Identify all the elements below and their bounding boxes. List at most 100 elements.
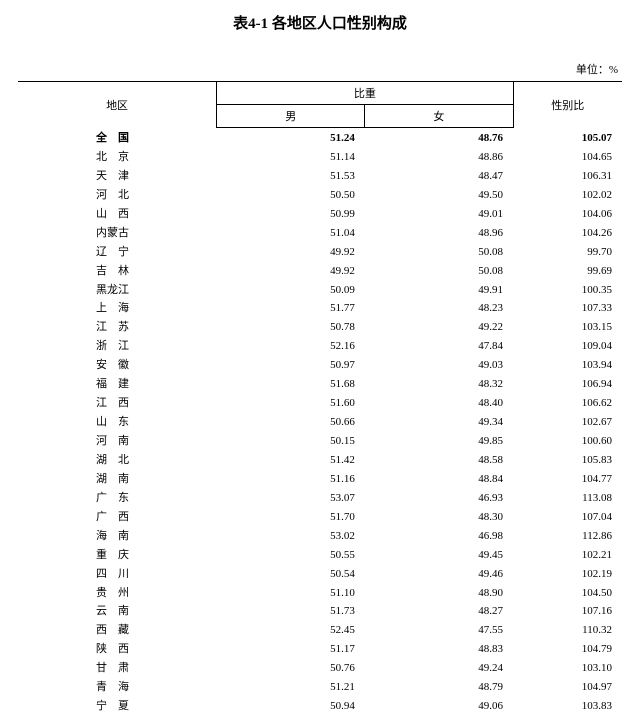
region-cell: 黑龙江: [18, 281, 217, 300]
male-cell: 50.55: [217, 546, 365, 565]
table-row: 福 建51.6848.32106.94: [18, 376, 622, 395]
female-cell: 48.86: [365, 148, 513, 167]
ratio-cell: 100.60: [513, 433, 622, 452]
table-row: 贵 州51.1048.90104.50: [18, 584, 622, 603]
ratio-cell: 100.35: [513, 281, 622, 300]
male-cell: 51.17: [217, 641, 365, 660]
table-row: 湖 南51.1648.84104.77: [18, 470, 622, 489]
region-cell: 河 南: [18, 433, 217, 452]
male-cell: 50.94: [217, 698, 365, 717]
female-cell: 48.79: [365, 679, 513, 698]
region-cell: 江 西: [18, 395, 217, 414]
table-row: 四 川50.5449.46102.19: [18, 565, 622, 584]
ratio-cell: 107.33: [513, 300, 622, 319]
female-cell: 48.96: [365, 224, 513, 243]
table-row: 黑龙江50.0949.91100.35: [18, 281, 622, 300]
female-cell: 49.91: [365, 281, 513, 300]
female-cell: 49.46: [365, 565, 513, 584]
male-cell: 51.14: [217, 148, 365, 167]
female-cell: 48.84: [365, 470, 513, 489]
female-cell: 49.50: [365, 186, 513, 205]
male-cell: 51.68: [217, 376, 365, 395]
region-cell: 浙 江: [18, 338, 217, 357]
ratio-cell: 106.31: [513, 167, 622, 186]
female-cell: 49.85: [365, 433, 513, 452]
table-row: 辽 宁49.9250.0899.70: [18, 243, 622, 262]
ratio-cell: 106.94: [513, 376, 622, 395]
male-cell: 50.97: [217, 357, 365, 376]
region-cell: 辽 宁: [18, 243, 217, 262]
female-cell: 49.03: [365, 357, 513, 376]
male-cell: 51.60: [217, 395, 365, 414]
region-cell: 安 徽: [18, 357, 217, 376]
female-cell: 48.23: [365, 300, 513, 319]
female-cell: 49.45: [365, 546, 513, 565]
female-cell: 48.27: [365, 603, 513, 622]
female-cell: 49.34: [365, 414, 513, 433]
ratio-cell: 103.83: [513, 698, 622, 717]
region-cell: 西 藏: [18, 622, 217, 641]
region-cell: 青 海: [18, 679, 217, 698]
header-female: 女: [365, 105, 513, 128]
region-cell: 陕 西: [18, 641, 217, 660]
female-cell: 48.40: [365, 395, 513, 414]
male-cell: 53.07: [217, 489, 365, 508]
ratio-cell: 104.97: [513, 679, 622, 698]
region-cell: 北 京: [18, 148, 217, 167]
region-cell: 上 海: [18, 300, 217, 319]
region-cell: 云 南: [18, 603, 217, 622]
header-ratio: 性别比: [513, 82, 622, 128]
female-cell: 48.58: [365, 451, 513, 470]
ratio-cell: 102.67: [513, 414, 622, 433]
male-cell: 51.73: [217, 603, 365, 622]
male-cell: 50.15: [217, 433, 365, 452]
table-row: 河 北50.5049.50102.02: [18, 186, 622, 205]
male-cell: 50.99: [217, 205, 365, 224]
ratio-cell: 103.94: [513, 357, 622, 376]
ratio-cell: 105.83: [513, 451, 622, 470]
male-cell: 51.42: [217, 451, 365, 470]
ratio-cell: 104.77: [513, 470, 622, 489]
table-row: 北 京51.1448.86104.65: [18, 148, 622, 167]
female-cell: 48.32: [365, 376, 513, 395]
female-cell: 47.84: [365, 338, 513, 357]
male-cell: 50.66: [217, 414, 365, 433]
table-row: 河 南50.1549.85100.60: [18, 433, 622, 452]
table-header: 地区 比重 性别比 男 女: [18, 82, 622, 128]
region-cell: 甘 肃: [18, 660, 217, 679]
female-cell: 48.90: [365, 584, 513, 603]
female-cell: 46.98: [365, 527, 513, 546]
male-cell: 50.50: [217, 186, 365, 205]
table-row: 陕 西51.1748.83104.79: [18, 641, 622, 660]
table-row: 吉 林49.9250.0899.69: [18, 262, 622, 281]
unit-label: 单位：%: [18, 61, 622, 77]
table-body: 全 国51.2448.76105.07北 京51.1448.86104.65天 …: [18, 128, 622, 717]
table-row: 青 海51.2148.79104.97: [18, 679, 622, 698]
region-cell: 四 川: [18, 565, 217, 584]
male-cell: 51.70: [217, 508, 365, 527]
table-row: 天 津51.5348.47106.31: [18, 167, 622, 186]
ratio-cell: 102.02: [513, 186, 622, 205]
region-cell: 内蒙古: [18, 224, 217, 243]
female-cell: 49.24: [365, 660, 513, 679]
ratio-cell: 104.79: [513, 641, 622, 660]
header-region: 地区: [18, 82, 217, 128]
table-row: 西 藏52.4547.55110.32: [18, 622, 622, 641]
male-cell: 49.92: [217, 262, 365, 281]
table-row: 全 国51.2448.76105.07: [18, 128, 622, 149]
ratio-cell: 104.50: [513, 584, 622, 603]
female-cell: 48.76: [365, 128, 513, 149]
region-cell: 山 东: [18, 414, 217, 433]
ratio-cell: 107.16: [513, 603, 622, 622]
ratio-cell: 99.70: [513, 243, 622, 262]
male-cell: 53.02: [217, 527, 365, 546]
male-cell: 50.78: [217, 319, 365, 338]
male-cell: 51.24: [217, 128, 365, 149]
male-cell: 51.53: [217, 167, 365, 186]
ratio-cell: 99.69: [513, 262, 622, 281]
region-cell: 重 庆: [18, 546, 217, 565]
table-row: 江 西51.6048.40106.62: [18, 395, 622, 414]
ratio-cell: 103.10: [513, 660, 622, 679]
male-cell: 52.16: [217, 338, 365, 357]
ratio-cell: 112.86: [513, 527, 622, 546]
